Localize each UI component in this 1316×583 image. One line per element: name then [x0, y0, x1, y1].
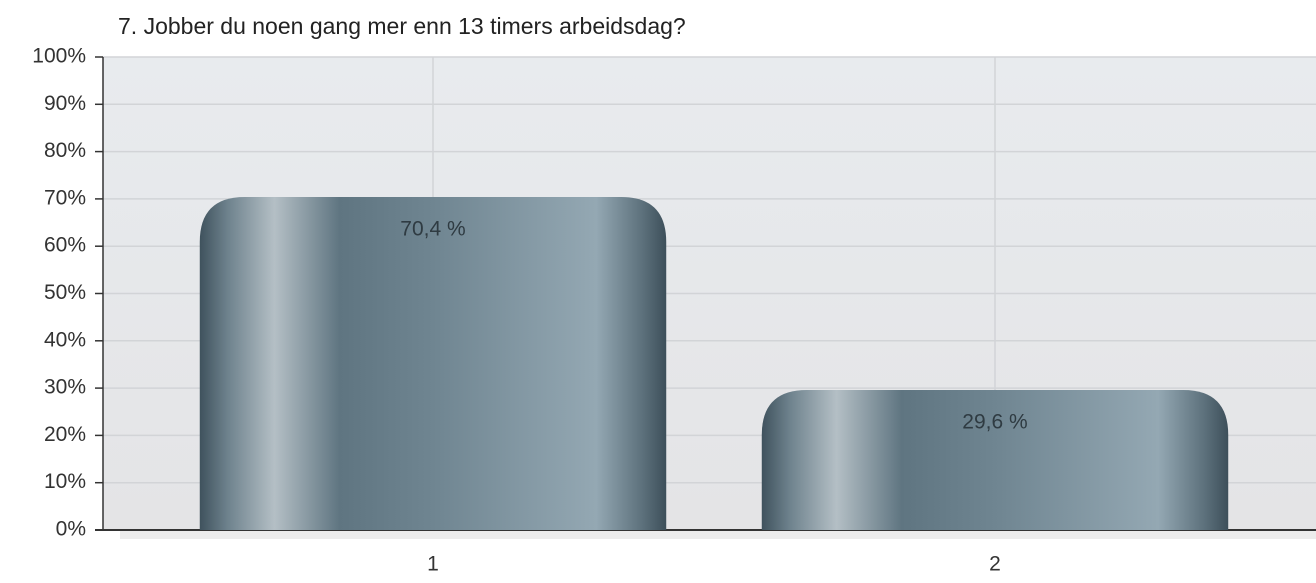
value-label: 70,4 %	[400, 218, 465, 241]
value-label: 29,6 %	[962, 411, 1027, 434]
x-tick-label: 1	[427, 553, 439, 576]
y-tick-label: 0%	[56, 518, 86, 541]
floor-shadow	[120, 531, 1316, 539]
y-tick-label: 20%	[44, 423, 86, 446]
bar	[761, 389, 1229, 530]
y-tick-label: 50%	[44, 281, 86, 304]
y-tick-label: 60%	[44, 234, 86, 257]
bar	[199, 197, 667, 530]
y-tick-label: 90%	[44, 92, 86, 115]
y-tick-label: 10%	[44, 470, 86, 493]
x-tick-label: 2	[989, 553, 1001, 576]
y-tick-label: 40%	[44, 328, 86, 351]
y-tick-label: 100%	[32, 45, 86, 68]
y-tick-label: 80%	[44, 139, 86, 162]
y-tick-label: 70%	[44, 186, 86, 209]
chart-title: 7. Jobber du noen gang mer enn 13 timers…	[118, 13, 686, 39]
y-tick-label: 30%	[44, 376, 86, 399]
